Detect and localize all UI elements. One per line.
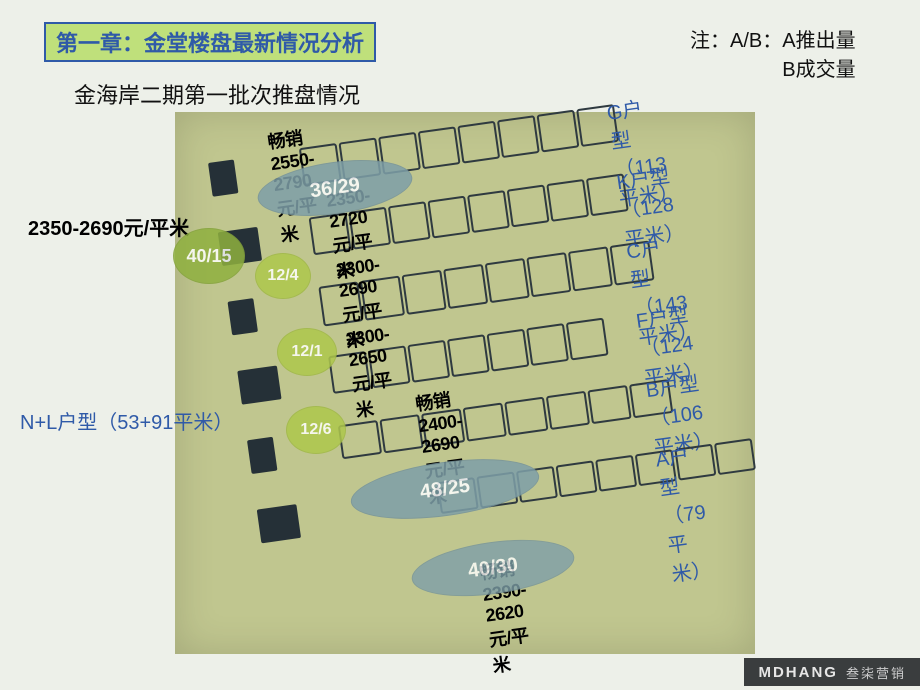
unit-outline [555, 460, 597, 497]
left-stack-block [208, 159, 238, 196]
ratio-text: 36/29 [309, 173, 362, 203]
ratio-text: 40/15 [186, 246, 231, 267]
ratio-text: 48/25 [419, 474, 472, 504]
unit-outline [595, 455, 637, 492]
ratio-oval: 12/6 [286, 406, 346, 454]
legend-line: B成交量 [690, 53, 856, 82]
unit-outline [401, 270, 446, 315]
left-stack-block [247, 437, 277, 474]
legend: 注：A/B：A推出量B成交量 [690, 24, 856, 82]
unit-outline [447, 334, 490, 377]
ratio-oval: 12/4 [255, 253, 311, 299]
watermark-sub: 叁柒营销 [846, 663, 906, 682]
left-stack-block [227, 298, 257, 335]
ratio-oval: 40/15 [173, 228, 245, 284]
unit-outline [487, 329, 530, 372]
price-label-left: 2350-2690元/平米 [28, 212, 189, 241]
slide: 第一章：金堂楼盘最新情况分析金海岸二期第一批次推盘情况 注：A/B：A推出量B成交… [0, 0, 920, 690]
unit-outline [485, 258, 530, 303]
unit-outline [566, 318, 609, 361]
left-stack-block [237, 365, 281, 404]
unit-outline [568, 246, 613, 291]
unit-outline [388, 201, 431, 244]
unit-outline [504, 397, 548, 436]
ratio-text: 12/4 [267, 267, 298, 285]
ratio-oval: 12/1 [277, 328, 337, 376]
watermark: MDHANG 叁柒营销 [744, 658, 920, 686]
unit-outline [714, 438, 756, 475]
unit-outline [407, 340, 450, 383]
left-stack-block [257, 504, 301, 543]
chapter-title-box: 第一章：金堂楼盘最新情况分析 [44, 22, 376, 62]
unit-outline [507, 184, 550, 227]
unit-outline [457, 121, 500, 164]
unit-outline [536, 110, 579, 153]
unit-outline [463, 402, 507, 441]
unit-outline [546, 179, 589, 222]
subtitle: 金海岸二期第一批次推盘情况 [74, 78, 360, 110]
unit-outline [427, 196, 470, 239]
unit-outline [443, 264, 488, 309]
unit-outline [587, 385, 631, 424]
ratio-text: 12/6 [300, 421, 331, 439]
legend-line: 注：A/B：A推出量 [690, 24, 856, 53]
ratio-text: 12/1 [291, 343, 322, 361]
unit-outline [546, 391, 590, 430]
unit-outline [467, 190, 510, 233]
unit-outline [526, 323, 569, 366]
unit-outline [418, 126, 461, 169]
unit-outline [526, 252, 571, 297]
ratio-text: 40/30 [467, 553, 520, 583]
unit-outline [497, 115, 540, 158]
watermark-brand: MDHANG [758, 664, 838, 681]
unit-type-label-left: N+L户型（53+91平米） [20, 406, 233, 435]
